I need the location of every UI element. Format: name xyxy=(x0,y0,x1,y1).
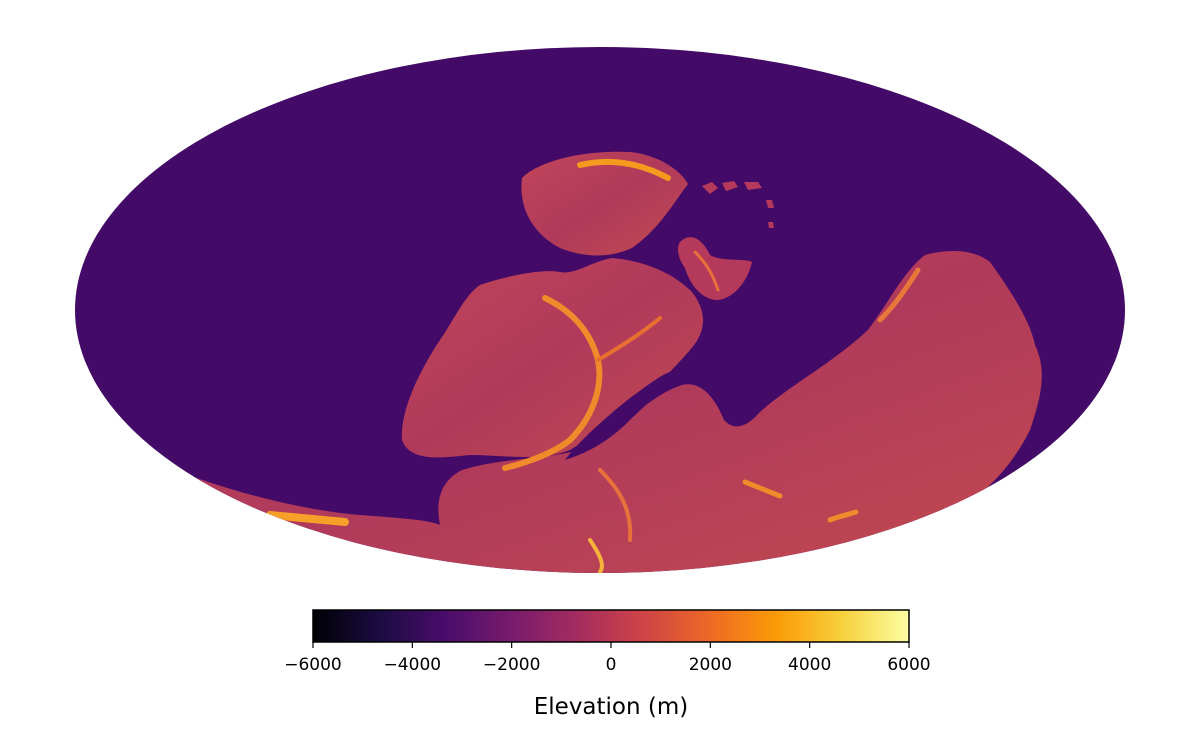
colorbar-tick-label: 0 xyxy=(606,655,617,675)
colorbar-tick-label: 2000 xyxy=(689,655,732,675)
colorbar-tick-label: −6000 xyxy=(284,655,342,675)
mountain-ridges xyxy=(266,158,921,573)
colorbar-tick-label: −4000 xyxy=(384,655,442,675)
land-southern-continent xyxy=(150,251,1042,573)
colorbar-ticks: −6000 −4000 −2000 0 2000 4000 6000 xyxy=(284,642,931,675)
colorbar-tick-label: 6000 xyxy=(887,655,930,675)
colorbar-label: Elevation (m) xyxy=(534,694,689,720)
landmasses xyxy=(150,151,1042,573)
inner-sea xyxy=(565,369,690,460)
colorbar: −6000 −4000 −2000 0 2000 4000 6000 Elevation (… xyxy=(284,609,931,720)
colorbar-gradient xyxy=(312,609,910,643)
land-north-island xyxy=(521,151,688,256)
colorbar-tick-label: −2000 xyxy=(483,655,541,675)
colorbar-tick-label: 4000 xyxy=(788,655,831,675)
land-small-islands xyxy=(702,181,774,228)
